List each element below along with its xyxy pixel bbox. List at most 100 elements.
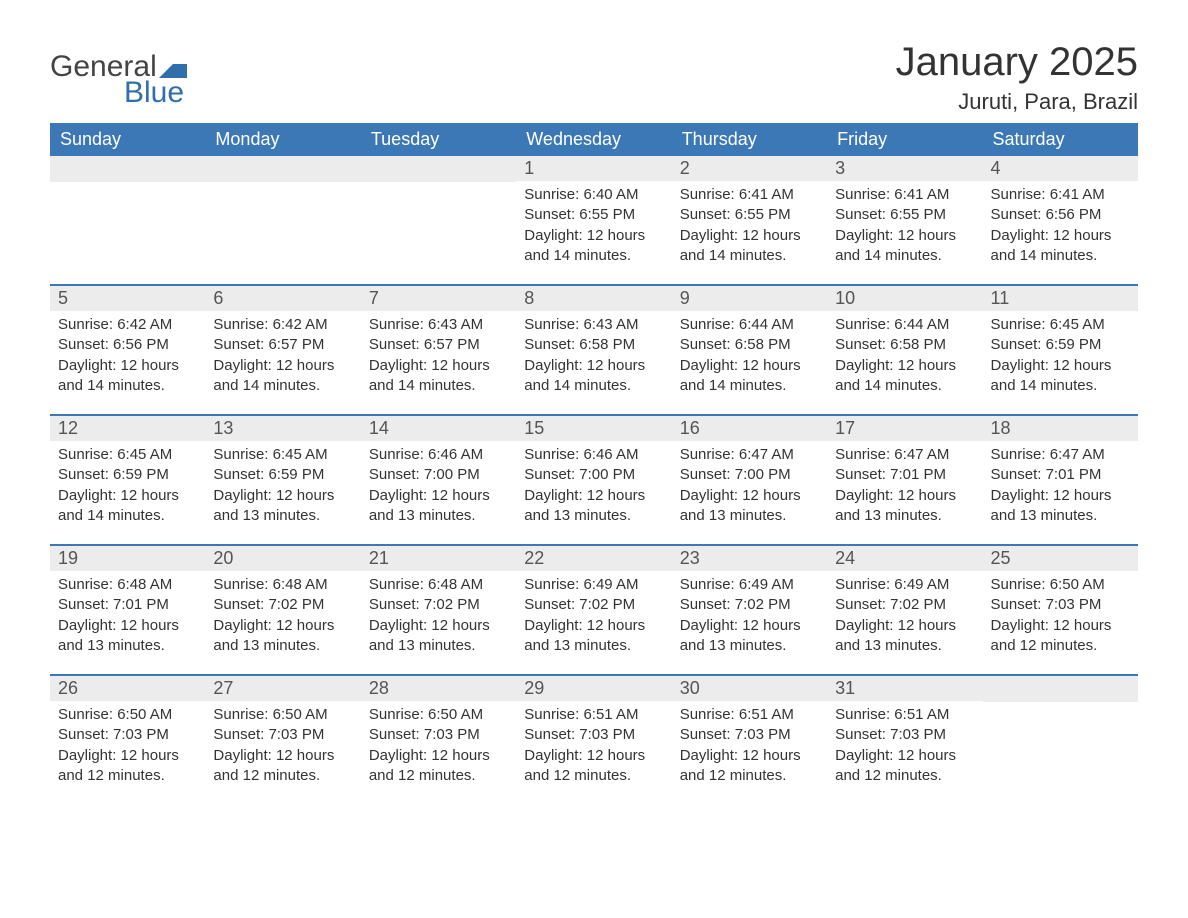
sunrise-line: Sunrise: 6:48 AM (369, 575, 508, 595)
daylight-line: Daylight: 12 hours and 13 minutes. (680, 616, 819, 657)
day-number-bar: 9 (672, 286, 827, 311)
day-number-bar: 5 (50, 286, 205, 311)
day-details: Sunrise: 6:44 AMSunset: 6:58 PMDaylight:… (672, 311, 827, 406)
day-number-bar: 2 (672, 156, 827, 181)
day-number-bar: 20 (205, 546, 360, 571)
day-details: Sunrise: 6:50 AMSunset: 7:03 PMDaylight:… (983, 571, 1138, 666)
sunset-line: Sunset: 7:01 PM (58, 595, 197, 615)
day-details: Sunrise: 6:40 AMSunset: 6:55 PMDaylight:… (516, 181, 671, 276)
sunset-line: Sunset: 7:03 PM (835, 725, 974, 745)
sunset-line: Sunset: 6:57 PM (213, 335, 352, 355)
day-details: Sunrise: 6:41 AMSunset: 6:55 PMDaylight:… (827, 181, 982, 276)
sunset-line: Sunset: 6:58 PM (835, 335, 974, 355)
calendar-day-cell (983, 675, 1138, 804)
calendar-day-cell: 9Sunrise: 6:44 AMSunset: 6:58 PMDaylight… (672, 285, 827, 415)
daylight-line: Daylight: 12 hours and 12 minutes. (58, 746, 197, 787)
sunrise-line: Sunrise: 6:45 AM (213, 445, 352, 465)
sunrise-line: Sunrise: 6:49 AM (835, 575, 974, 595)
sunrise-line: Sunrise: 6:44 AM (680, 315, 819, 335)
day-number-bar: 19 (50, 546, 205, 571)
sunset-line: Sunset: 6:55 PM (835, 205, 974, 225)
day-number-bar: 15 (516, 416, 671, 441)
day-details: Sunrise: 6:48 AMSunset: 7:02 PMDaylight:… (361, 571, 516, 666)
daylight-line: Daylight: 12 hours and 12 minutes. (835, 746, 974, 787)
sunrise-line: Sunrise: 6:41 AM (680, 185, 819, 205)
daylight-line: Daylight: 12 hours and 14 minutes. (524, 226, 663, 267)
sunrise-line: Sunrise: 6:41 AM (991, 185, 1130, 205)
day-details: Sunrise: 6:46 AMSunset: 7:00 PMDaylight:… (516, 441, 671, 536)
day-details: Sunrise: 6:51 AMSunset: 7:03 PMDaylight:… (516, 701, 671, 796)
calendar-day-cell: 22Sunrise: 6:49 AMSunset: 7:02 PMDayligh… (516, 545, 671, 675)
calendar-day-cell: 13Sunrise: 6:45 AMSunset: 6:59 PMDayligh… (205, 415, 360, 545)
daylight-line: Daylight: 12 hours and 14 minutes. (213, 356, 352, 397)
daylight-line: Daylight: 12 hours and 13 minutes. (369, 486, 508, 527)
calendar-table: Sunday Monday Tuesday Wednesday Thursday… (50, 123, 1138, 804)
sunrise-line: Sunrise: 6:51 AM (680, 705, 819, 725)
sunset-line: Sunset: 7:03 PM (680, 725, 819, 745)
calendar-day-cell: 18Sunrise: 6:47 AMSunset: 7:01 PMDayligh… (983, 415, 1138, 545)
day-details: Sunrise: 6:41 AMSunset: 6:55 PMDaylight:… (672, 181, 827, 276)
calendar-day-cell: 17Sunrise: 6:47 AMSunset: 7:01 PMDayligh… (827, 415, 982, 545)
calendar-day-cell (205, 156, 360, 285)
calendar-week-row: 12Sunrise: 6:45 AMSunset: 6:59 PMDayligh… (50, 415, 1138, 545)
sunset-line: Sunset: 7:02 PM (213, 595, 352, 615)
day-number-bar: 1 (516, 156, 671, 181)
daylight-line: Daylight: 12 hours and 14 minutes. (835, 356, 974, 397)
day-number-bar: 27 (205, 676, 360, 701)
day-number-bar: 12 (50, 416, 205, 441)
calendar-day-cell: 14Sunrise: 6:46 AMSunset: 7:00 PMDayligh… (361, 415, 516, 545)
day-number-bar (361, 156, 516, 182)
day-details: Sunrise: 6:45 AMSunset: 6:59 PMDaylight:… (983, 311, 1138, 406)
day-number-bar: 11 (983, 286, 1138, 311)
day-details: Sunrise: 6:48 AMSunset: 7:01 PMDaylight:… (50, 571, 205, 666)
day-number-bar: 6 (205, 286, 360, 311)
daylight-line: Daylight: 12 hours and 13 minutes. (680, 486, 819, 527)
calendar-day-cell: 23Sunrise: 6:49 AMSunset: 7:02 PMDayligh… (672, 545, 827, 675)
daylight-line: Daylight: 12 hours and 14 minutes. (835, 226, 974, 267)
day-details: Sunrise: 6:48 AMSunset: 7:02 PMDaylight:… (205, 571, 360, 666)
calendar-day-cell: 26Sunrise: 6:50 AMSunset: 7:03 PMDayligh… (50, 675, 205, 804)
day-details: Sunrise: 6:49 AMSunset: 7:02 PMDaylight:… (672, 571, 827, 666)
day-number-bar: 25 (983, 546, 1138, 571)
sunset-line: Sunset: 7:03 PM (524, 725, 663, 745)
calendar-body: 1Sunrise: 6:40 AMSunset: 6:55 PMDaylight… (50, 156, 1138, 804)
daylight-line: Daylight: 12 hours and 13 minutes. (369, 616, 508, 657)
calendar-day-cell: 27Sunrise: 6:50 AMSunset: 7:03 PMDayligh… (205, 675, 360, 804)
calendar-day-cell: 16Sunrise: 6:47 AMSunset: 7:00 PMDayligh… (672, 415, 827, 545)
calendar-day-cell: 25Sunrise: 6:50 AMSunset: 7:03 PMDayligh… (983, 545, 1138, 675)
calendar-week-row: 19Sunrise: 6:48 AMSunset: 7:01 PMDayligh… (50, 545, 1138, 675)
sunset-line: Sunset: 6:58 PM (524, 335, 663, 355)
daylight-line: Daylight: 12 hours and 13 minutes. (835, 486, 974, 527)
daylight-line: Daylight: 12 hours and 13 minutes. (835, 616, 974, 657)
month-title: January 2025 (896, 40, 1138, 85)
sunrise-line: Sunrise: 6:45 AM (991, 315, 1130, 335)
sunrise-line: Sunrise: 6:48 AM (213, 575, 352, 595)
calendar-day-cell: 1Sunrise: 6:40 AMSunset: 6:55 PMDaylight… (516, 156, 671, 285)
daylight-line: Daylight: 12 hours and 14 minutes. (58, 486, 197, 527)
sunrise-line: Sunrise: 6:42 AM (213, 315, 352, 335)
calendar-day-cell: 8Sunrise: 6:43 AMSunset: 6:58 PMDaylight… (516, 285, 671, 415)
day-details: Sunrise: 6:47 AMSunset: 7:01 PMDaylight:… (827, 441, 982, 536)
day-number-bar: 16 (672, 416, 827, 441)
day-number-bar: 30 (672, 676, 827, 701)
calendar-day-cell: 30Sunrise: 6:51 AMSunset: 7:03 PMDayligh… (672, 675, 827, 804)
calendar-day-cell: 31Sunrise: 6:51 AMSunset: 7:03 PMDayligh… (827, 675, 982, 804)
sunrise-line: Sunrise: 6:45 AM (58, 445, 197, 465)
day-number-bar (50, 156, 205, 182)
calendar-week-row: 1Sunrise: 6:40 AMSunset: 6:55 PMDaylight… (50, 156, 1138, 285)
sunrise-line: Sunrise: 6:50 AM (369, 705, 508, 725)
sunset-line: Sunset: 7:02 PM (680, 595, 819, 615)
day-number-bar (983, 676, 1138, 702)
calendar-day-cell: 11Sunrise: 6:45 AMSunset: 6:59 PMDayligh… (983, 285, 1138, 415)
calendar-day-cell: 12Sunrise: 6:45 AMSunset: 6:59 PMDayligh… (50, 415, 205, 545)
day-details: Sunrise: 6:51 AMSunset: 7:03 PMDaylight:… (672, 701, 827, 796)
calendar-day-cell: 19Sunrise: 6:48 AMSunset: 7:01 PMDayligh… (50, 545, 205, 675)
daylight-line: Daylight: 12 hours and 12 minutes. (369, 746, 508, 787)
daylight-line: Daylight: 12 hours and 13 minutes. (991, 486, 1130, 527)
daylight-line: Daylight: 12 hours and 14 minutes. (991, 226, 1130, 267)
day-details: Sunrise: 6:50 AMSunset: 7:03 PMDaylight:… (50, 701, 205, 796)
sunrise-line: Sunrise: 6:44 AM (835, 315, 974, 335)
day-details: Sunrise: 6:51 AMSunset: 7:03 PMDaylight:… (827, 701, 982, 796)
calendar-day-cell: 2Sunrise: 6:41 AMSunset: 6:55 PMDaylight… (672, 156, 827, 285)
daylight-line: Daylight: 12 hours and 12 minutes. (524, 746, 663, 787)
